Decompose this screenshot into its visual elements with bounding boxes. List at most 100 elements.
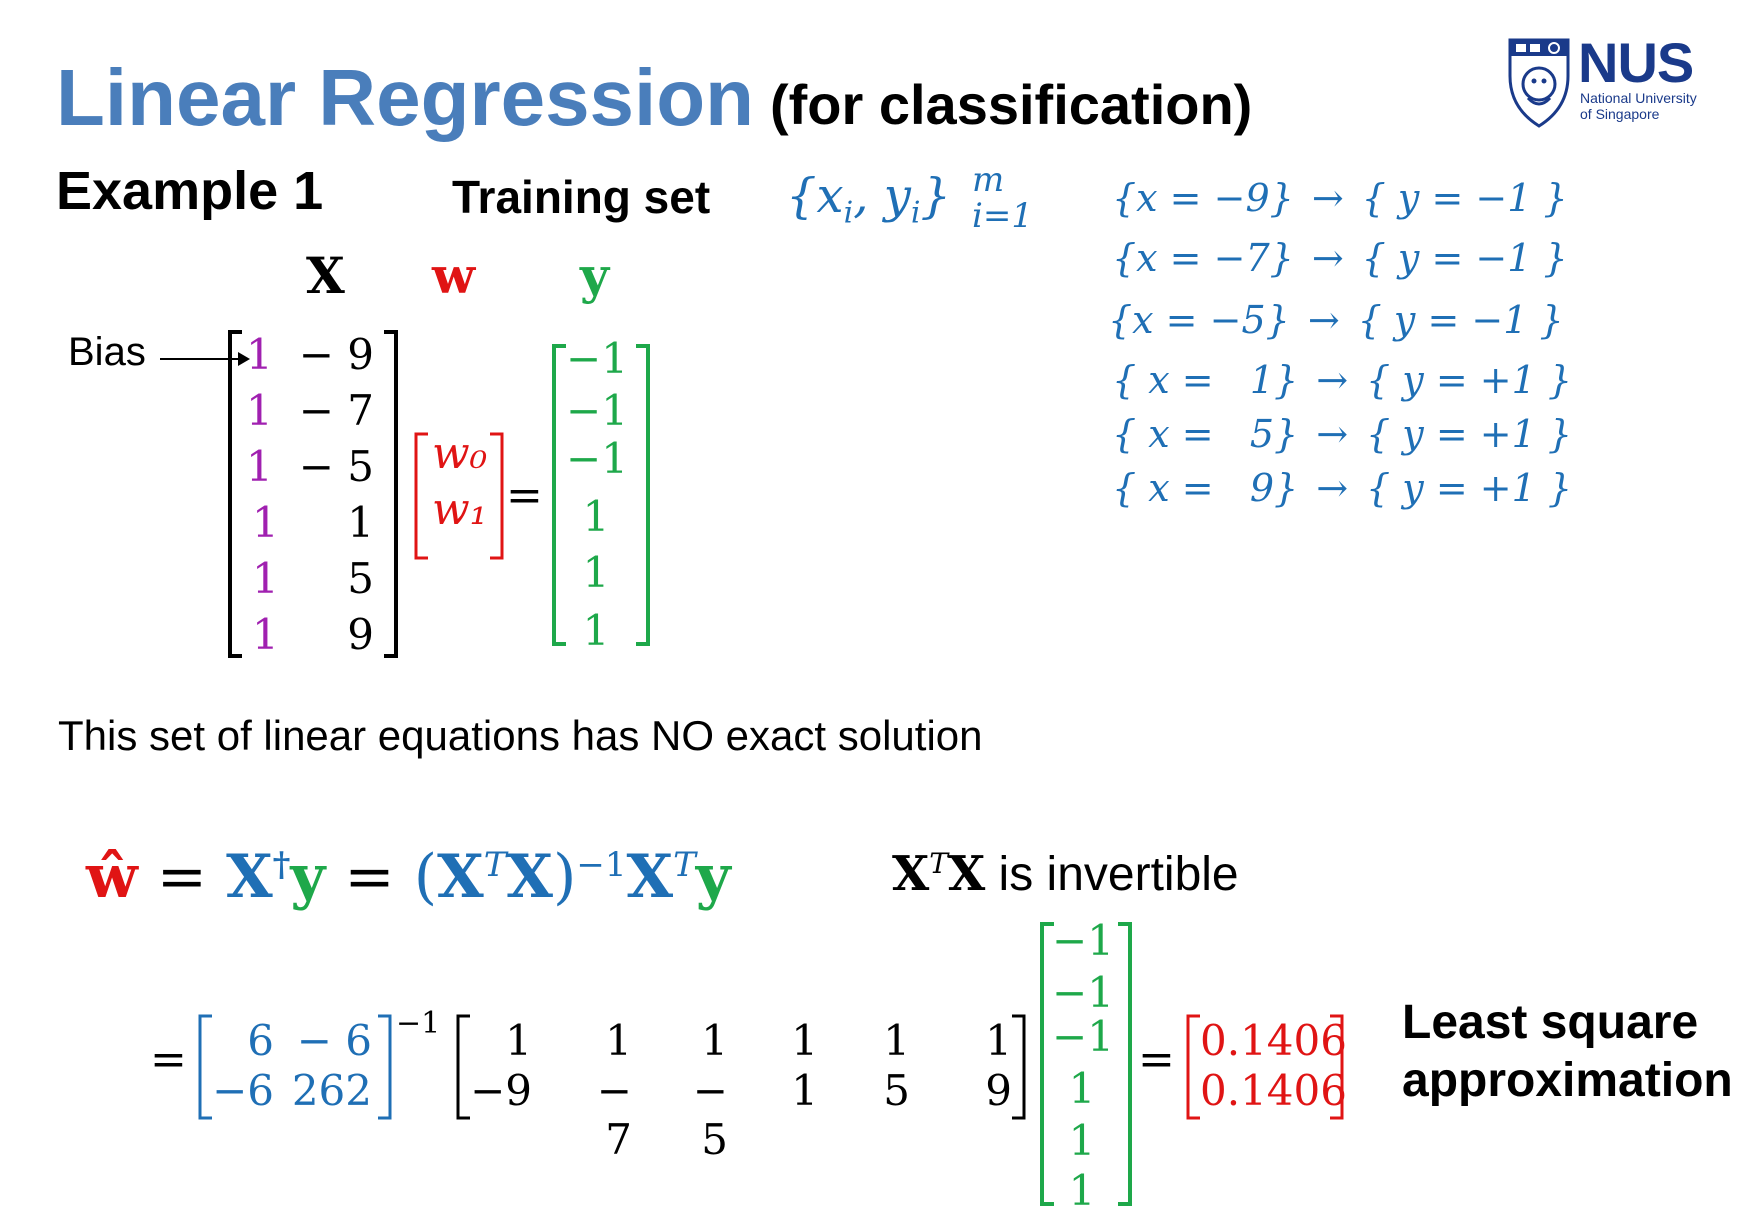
y-2: y [695,842,731,912]
inv-T: T [929,847,948,880]
y-right-bracket [636,344,650,646]
header-w: w [432,246,476,305]
mapping-y: { y = −1 } [1361,236,1568,280]
inv-X: X [892,846,930,902]
header-y: y [580,246,610,305]
mapping-arrow: → [1316,466,1349,510]
least-square-line1: Least square [1402,996,1699,1049]
X-value-entry: 5 [347,554,374,603]
mapping-x: {x = −5} [1108,298,1290,342]
w-hat: ŵ [86,842,138,912]
nus-crest-icon [1508,38,1570,128]
inv-X2: X [947,846,986,902]
logo-line1: National University [1580,90,1697,106]
XT-entry: 5 [883,1066,910,1115]
slide-subtitle: (for classification) [770,73,1253,136]
y2-entry: −1 [1052,916,1114,965]
bottom-equals-2: = [1138,1034,1175,1085]
w0: w₀ [432,428,488,479]
mapping-row: { x = 1} → { y = +1 } [1112,358,1572,402]
mapping-row: { x = 9} → { y = +1 } [1112,466,1572,510]
y-entry: 1 [582,492,610,541]
mapping-arrow: → [1316,358,1349,402]
X-value-entry: 9 [347,610,374,659]
formula-sub-i: i [843,195,854,231]
y-1: y [290,842,326,912]
XT-1: X [437,842,484,912]
paren-close: ) [552,842,577,912]
header-X: X [306,246,345,305]
w-left-bracket [414,432,428,560]
inv-left-bracket [198,1014,212,1120]
XT-entry: − 7 [596,1066,632,1164]
XT-right-bracket [1012,1014,1026,1120]
XT-entry: 1 [791,1066,818,1115]
logo-wordmark: NUS [1578,31,1694,94]
mapping-row: {x = −7} → { y = −1 } [1112,236,1568,280]
mapping-x: { x = 5} [1112,412,1299,456]
mapping-y: { y = +1 } [1366,466,1573,510]
y2-entry: 1 [1068,1064,1096,1113]
mapping-arrow: → [1311,236,1344,280]
inv-right-bracket [378,1014,392,1120]
bias-label: Bias [68,330,146,374]
XT-entry: 1 [985,1016,1012,1065]
XT-entry: 1 [505,1016,532,1065]
X-value-entry: − 5 [298,442,374,491]
y-left-bracket [552,344,566,646]
eq2: = [325,842,414,912]
X-bias-entry: 1 [252,554,279,603]
bottom-equals-1: = [150,1034,187,1085]
mapping-row: {x = −9} → { y = −1 } [1112,176,1568,220]
mapping-arrow: → [1307,298,1340,342]
mapping-x: {x = −9} [1112,176,1294,220]
result-left-bracket [1186,1014,1200,1120]
XT-entry: 1 [791,1016,818,1065]
XT-entry: −9 [470,1066,532,1115]
w-right-bracket [490,432,504,560]
inverse-entry: 6 [247,1016,274,1065]
X-value-entry: − 9 [298,330,374,379]
formula-close: } [920,168,952,224]
X-left-bracket [228,330,242,658]
mapping-x: { x = 1} [1112,358,1299,402]
X-value-entry: 1 [347,498,374,547]
eq1: = [137,842,227,912]
training-set-formula: {xi, yi} [786,168,951,231]
w1: w₁ [432,484,488,535]
mapping-y: { y = +1 } [1366,358,1573,402]
formula-superscript-m: m [972,160,1005,200]
T-1: T [483,845,507,885]
inverse-entry: − 6 [296,1016,372,1065]
least-square-line2: approximation [1402,1054,1733,1107]
nus-logo: NUS National University of Singapore [1506,31,1716,132]
X-bias-entry: 1 [246,330,273,379]
inverse-exponent: −1 [396,1006,441,1041]
logo-line2: of Singapore [1580,106,1660,122]
XT-2: X [626,842,674,912]
y-entry: −1 [566,386,628,435]
y2-entry: −1 [1052,1012,1114,1061]
result-entry: 0.1406 [1200,1066,1347,1115]
y-entry: −1 [566,334,628,383]
least-square-label: Least square approximation [1402,994,1733,1110]
XT-entry: 9 [985,1066,1012,1115]
mapping-y: { y = −1 } [1361,176,1568,220]
mapping-y: { y = −1 } [1357,298,1564,342]
y2-entry: −1 [1052,968,1114,1017]
inverse-exp: −1 [576,845,627,885]
XT-entry: 1 [605,1016,632,1065]
y-entry: −1 [566,434,628,483]
T-2: T [673,845,696,885]
formula-subscript-i1: i=1 [972,196,1033,236]
formula-y: , y [853,168,911,224]
formula-x: {x [786,168,844,224]
inv-text: is invertible [985,848,1239,901]
mapping-x: { x = 9} [1112,466,1299,510]
slide-title: Linear Regression [56,53,755,142]
XT-entry: − 5 [692,1066,728,1164]
result-entry: 0.1406 [1200,1016,1347,1065]
training-set-label: Training set [452,171,711,223]
inverse-entry: 262 [291,1066,372,1115]
example-label: Example 1 [56,161,324,221]
